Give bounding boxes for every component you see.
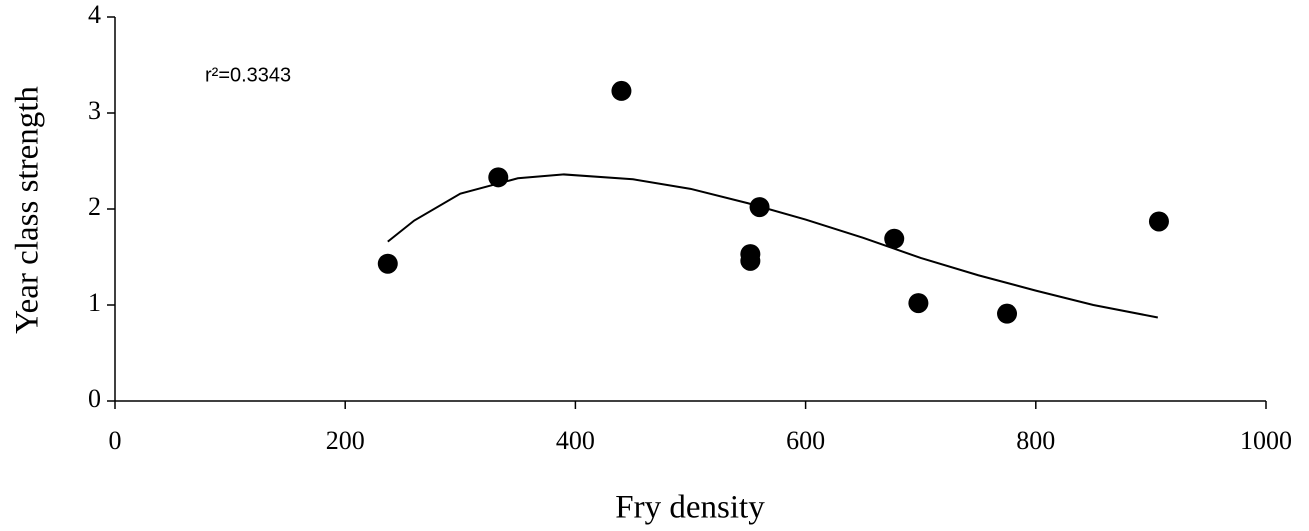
fit-curve	[387, 173, 1159, 319]
x-tick-label: 0	[109, 426, 122, 455]
point	[997, 303, 1018, 324]
y-tick-label: 1	[88, 288, 101, 317]
x-tick-label: 1000	[1240, 426, 1292, 455]
x-tick-label: 800	[1016, 426, 1055, 455]
x-tick-label: 600	[786, 426, 825, 455]
y-tick-label: 4	[88, 0, 101, 29]
x-tick-label: 200	[326, 426, 365, 455]
y-tick-label: 3	[88, 96, 101, 125]
point	[377, 253, 398, 274]
x-axis-title: Fry density	[615, 490, 765, 526]
point	[488, 167, 509, 188]
point	[908, 293, 929, 314]
annotation: r²=0.3343	[205, 64, 291, 86]
point	[611, 80, 632, 101]
point	[749, 197, 770, 218]
point	[740, 250, 761, 271]
x-tick-label: 400	[556, 426, 595, 455]
point	[1148, 211, 1169, 232]
point	[884, 228, 905, 249]
y-tick-label: 2	[88, 192, 101, 221]
y-axis-title: Year class strength	[10, 86, 46, 334]
y-tick-label: 0	[88, 384, 101, 413]
